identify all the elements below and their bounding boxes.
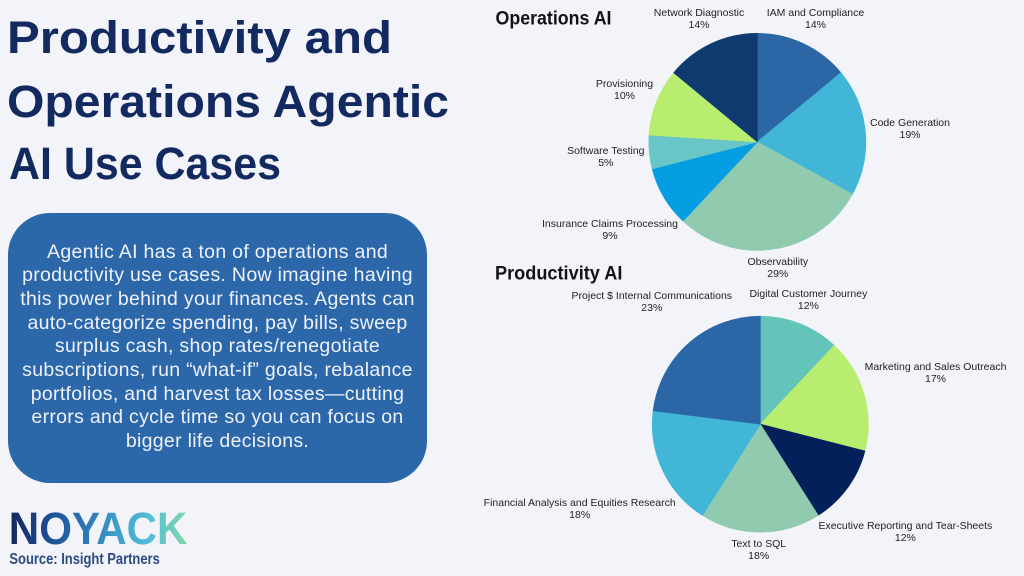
svg-text:Operations Agentic: Operations Agentic [7,76,449,127]
svg-text:Productivity AI: Productivity AI [495,263,622,285]
svg-text:Productivity and: Productivity and [7,12,392,63]
svg-text:Source: Insight Partners: Source: Insight Partners [9,551,159,568]
svg-text:NOYACK: NOYACK [9,503,188,554]
svg-text:AI Use Cases: AI Use Cases [9,138,281,189]
svg-text:Operations AI: Operations AI [496,8,612,30]
